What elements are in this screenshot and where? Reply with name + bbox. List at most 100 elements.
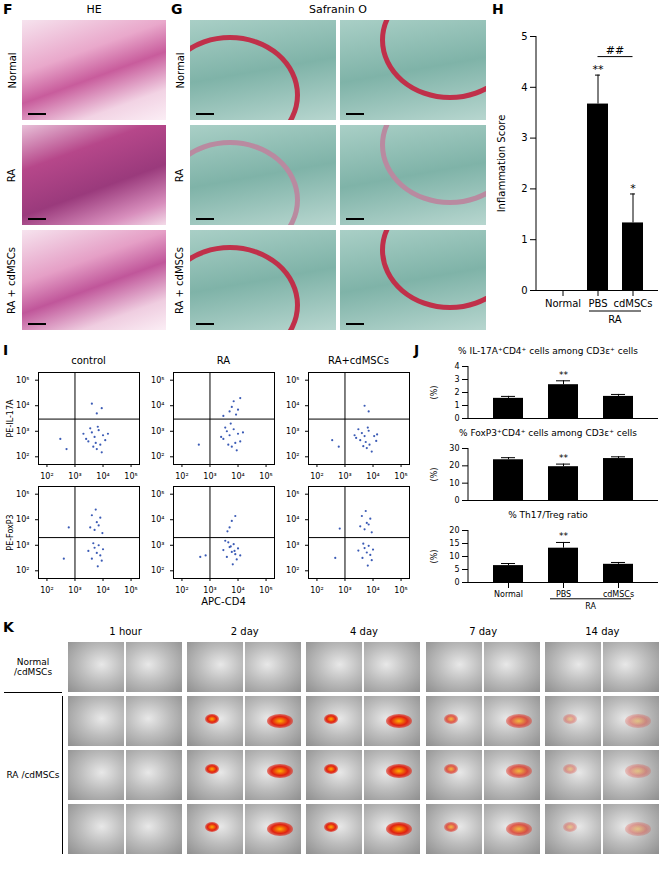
svg-text:10⁴: 10⁴	[96, 472, 109, 480]
svg-text:RA: RA	[585, 602, 596, 611]
svg-text:2: 2	[521, 183, 527, 194]
svg-text:10⁴: 10⁴	[16, 515, 29, 524]
svg-text:10⁵: 10⁵	[151, 490, 164, 499]
html-text:control: control	[71, 355, 106, 366]
html-text:RA: RA	[174, 168, 186, 182]
svg-text:10⁴: 10⁴	[231, 586, 244, 594]
svg-text:10: 10	[449, 552, 459, 561]
svg-text:PE-IL-17A: PE-IL-17A	[6, 399, 15, 438]
svg-text:10³: 10³	[338, 472, 351, 480]
svg-text:10⁵: 10⁵	[124, 586, 137, 594]
svg-text:10³: 10³	[203, 586, 216, 594]
svg-text:4: 4	[521, 82, 527, 93]
svg-text:10⁵: 10⁵	[259, 586, 272, 594]
svg-text:PE-FoxP3: PE-FoxP3	[6, 514, 15, 550]
svg-text:10²: 10²	[151, 452, 164, 461]
svg-text:10⁵: 10⁵	[16, 376, 29, 385]
svg-text:cdMSCs: cdMSCs	[603, 590, 634, 599]
svg-text:4: 4	[454, 362, 459, 371]
svg-text:Normal: Normal	[545, 298, 581, 309]
svg-text:PBS: PBS	[588, 298, 607, 309]
html-text:Safranin O: Safranin O	[309, 3, 367, 16]
svg-text:(%): (%)	[430, 468, 439, 482]
svg-text:*: *	[630, 182, 636, 195]
svg-text:Normal: Normal	[494, 590, 523, 599]
html-text:RA + cdMSCs: RA + cdMSCs	[174, 246, 186, 314]
svg-text:10⁴: 10⁴	[151, 401, 164, 410]
svg-text:1: 1	[454, 401, 459, 410]
svg-text:(%): (%)	[430, 550, 439, 564]
svg-text:20: 20	[449, 461, 459, 470]
svg-text:0: 0	[454, 414, 459, 423]
html-text:H: H	[492, 1, 504, 17]
svg-text:10³: 10³	[16, 541, 29, 550]
svg-text:10³: 10³	[16, 427, 29, 436]
svg-text:10³: 10³	[338, 586, 351, 594]
svg-text:10²: 10²	[40, 586, 53, 594]
svg-text:10²: 10²	[310, 472, 323, 480]
svg-text:10⁴: 10⁴	[16, 401, 29, 410]
svg-text:Inflammation Score: Inflammation Score	[496, 115, 507, 213]
svg-text:10⁵: 10⁵	[394, 586, 407, 594]
svg-text:10³: 10³	[286, 427, 299, 436]
svg-text:30: 30	[449, 444, 459, 453]
svg-text:RA: RA	[608, 314, 622, 325]
svg-text:10³: 10³	[286, 541, 299, 550]
svg-text:10⁵: 10⁵	[286, 376, 299, 385]
svg-text:3: 3	[454, 375, 459, 384]
svg-text:10⁴: 10⁴	[286, 401, 299, 410]
html-text:Normal /cdMSCs: Normal /cdMSCs	[13, 657, 53, 677]
svg-text:10⁵: 10⁵	[151, 376, 164, 385]
svg-text:10²: 10²	[310, 586, 323, 594]
svg-text:10²: 10²	[286, 566, 299, 575]
svg-text:0: 0	[454, 578, 459, 587]
svg-text:5: 5	[454, 565, 459, 574]
svg-text:10²: 10²	[16, 566, 29, 575]
svg-text:PBS: PBS	[556, 590, 571, 599]
svg-text:10²: 10²	[286, 452, 299, 461]
svg-text:10⁵: 10⁵	[286, 490, 299, 499]
svg-text:1: 1	[521, 234, 527, 245]
svg-text:10⁴: 10⁴	[366, 472, 379, 480]
html-text:G: G	[171, 1, 183, 17]
svg-text:10²: 10²	[175, 472, 188, 480]
svg-text:10⁴: 10⁴	[151, 515, 164, 524]
svg-text:(%): (%)	[430, 386, 439, 400]
svg-text:cdMSCs: cdMSCs	[613, 298, 652, 309]
svg-text:2: 2	[454, 388, 459, 397]
svg-text:10²: 10²	[151, 566, 164, 575]
html-text:RA + cdMSCs: RA + cdMSCs	[6, 246, 18, 314]
svg-text:**: **	[559, 453, 569, 463]
svg-text:10²: 10²	[175, 586, 188, 594]
svg-text:15: 15	[449, 539, 459, 548]
svg-text:10⁴: 10⁴	[286, 515, 299, 524]
svg-text:5: 5	[521, 31, 527, 42]
html-text:RA: RA	[6, 168, 18, 182]
svg-text:3: 3	[521, 132, 527, 143]
html-text:Normal: Normal	[6, 51, 18, 89]
svg-text:10⁵: 10⁵	[394, 472, 407, 480]
svg-text:10⁴: 10⁴	[231, 472, 244, 480]
svg-text:**: **	[593, 63, 605, 76]
svg-text:##: ##	[606, 44, 624, 57]
svg-text:10⁴: 10⁴	[366, 586, 379, 594]
svg-text:10³: 10³	[151, 427, 164, 436]
svg-text:10³: 10³	[203, 472, 216, 480]
svg-text:10⁵: 10⁵	[124, 472, 137, 480]
svg-text:**: **	[559, 370, 569, 380]
svg-text:20: 20	[449, 526, 459, 535]
svg-text:10³: 10³	[68, 472, 81, 480]
svg-text:10³: 10³	[151, 541, 164, 550]
html-text:Normal: Normal	[174, 51, 186, 89]
svg-text:**: **	[559, 531, 569, 541]
svg-text:10: 10	[449, 479, 459, 488]
svg-text:10²: 10²	[40, 472, 53, 480]
svg-text:10⁵: 10⁵	[16, 490, 29, 499]
svg-text:0: 0	[521, 285, 527, 296]
svg-text:10⁴: 10⁴	[96, 586, 109, 594]
html-text:HE: HE	[86, 3, 102, 16]
svg-text:10²: 10²	[16, 452, 29, 461]
svg-text:10⁵: 10⁵	[259, 472, 272, 480]
svg-text:0: 0	[454, 496, 459, 505]
svg-text:10³: 10³	[68, 586, 81, 594]
